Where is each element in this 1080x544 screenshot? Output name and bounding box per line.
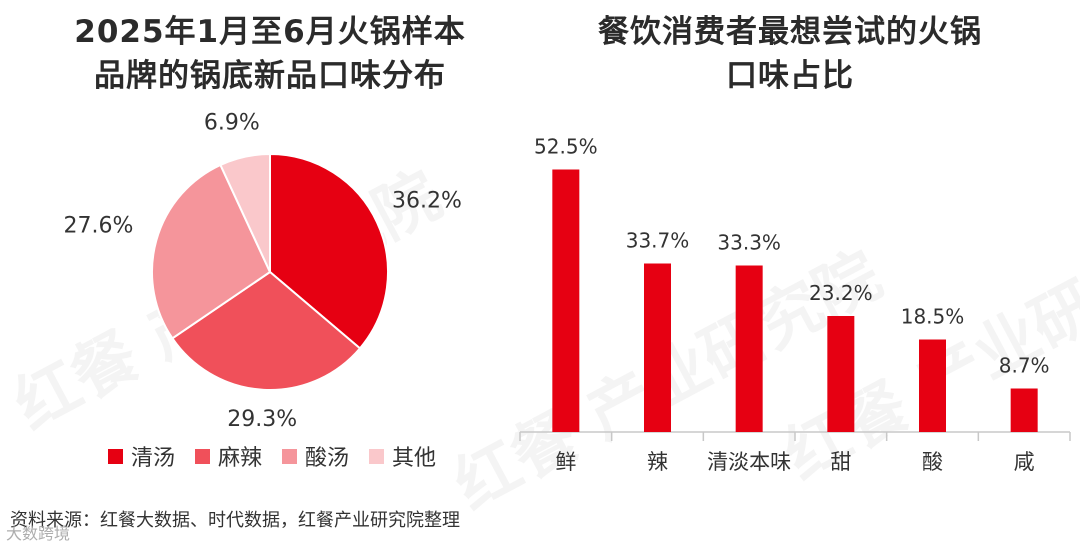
pie-slice xyxy=(219,152,271,273)
source-note: 资料来源：红餐大数据、时代数据，红餐产业研究院整理 xyxy=(10,510,460,531)
bar xyxy=(919,339,946,432)
bar xyxy=(1010,388,1038,432)
pie-legend: 清汤 麻辣 酸汤 其他 xyxy=(108,440,436,472)
bar xyxy=(827,316,855,432)
legend-label: 麻辣 xyxy=(218,446,263,471)
x-tick-label: 酸 xyxy=(922,450,943,474)
legend-item: 其他 xyxy=(369,440,436,472)
bar-value-label: 18.5% xyxy=(901,305,965,329)
bar-value-label: 33.3% xyxy=(717,231,781,255)
bar-chart: 52.5% 鲜 33.7% 辣 33.3% 清淡本味 23.2% 甜 18.5% 酸 8.7% 咸 xyxy=(519,135,1071,474)
pie-slice-value-label: 6.9% xyxy=(204,111,260,136)
bar-title-line-2: 口味占比 xyxy=(726,58,854,94)
bar-title-line-1: 餐饮消费者最想尝试的火锅 xyxy=(598,14,982,50)
legend-swatch xyxy=(108,448,123,464)
bar-chart-title: 餐饮消费者最想尝试的火锅 口味占比 xyxy=(550,10,1030,98)
legend-swatch xyxy=(369,448,385,464)
pie-chart-title: 2025年1月至6月火锅样本 品牌的锅底新品口味分布 xyxy=(20,10,520,98)
bar-value-label: 23.2% xyxy=(809,281,873,305)
bar xyxy=(552,169,580,432)
legend-label: 其他 xyxy=(392,446,437,471)
legend-item: 酸汤 xyxy=(282,440,349,472)
pie-slice-value-label: 29.3% xyxy=(227,407,297,432)
pie-slice xyxy=(171,270,362,391)
bar-value-label: 52.5% xyxy=(534,135,598,159)
legend-item: 清汤 xyxy=(108,440,175,472)
bar-value-label: 33.7% xyxy=(626,229,690,253)
pie-chart: 36.2% 29.3% 27.6% 6.9% xyxy=(64,111,462,432)
legend-swatch xyxy=(282,448,298,464)
bar xyxy=(735,265,763,432)
pie-slice-value-label: 27.6% xyxy=(64,213,134,238)
pie-slice xyxy=(151,163,272,340)
pie-title-line-2: 品牌的锅底新品口味分布 xyxy=(94,58,446,94)
x-tick-label: 甜 xyxy=(830,450,851,474)
x-tick-label: 清淡本味 xyxy=(707,450,791,474)
wechat-watermark: 大数跨境 xyxy=(6,524,71,543)
legend-swatch xyxy=(195,448,211,464)
pie-title-line-1: 2025年1月至6月火锅样本 xyxy=(74,14,466,50)
x-tick-label: 咸 xyxy=(1014,450,1035,474)
bar xyxy=(644,263,671,432)
pie-slice-value-label: 36.2% xyxy=(392,188,462,213)
legend-label: 清汤 xyxy=(131,446,176,471)
x-tick-label: 辣 xyxy=(647,450,668,474)
x-tick-label: 鲜 xyxy=(555,450,576,474)
pie-slice xyxy=(269,152,389,350)
legend-label: 酸汤 xyxy=(305,446,350,471)
bar-value-label: 8.7% xyxy=(999,354,1050,378)
legend-item: 麻辣 xyxy=(195,440,262,472)
